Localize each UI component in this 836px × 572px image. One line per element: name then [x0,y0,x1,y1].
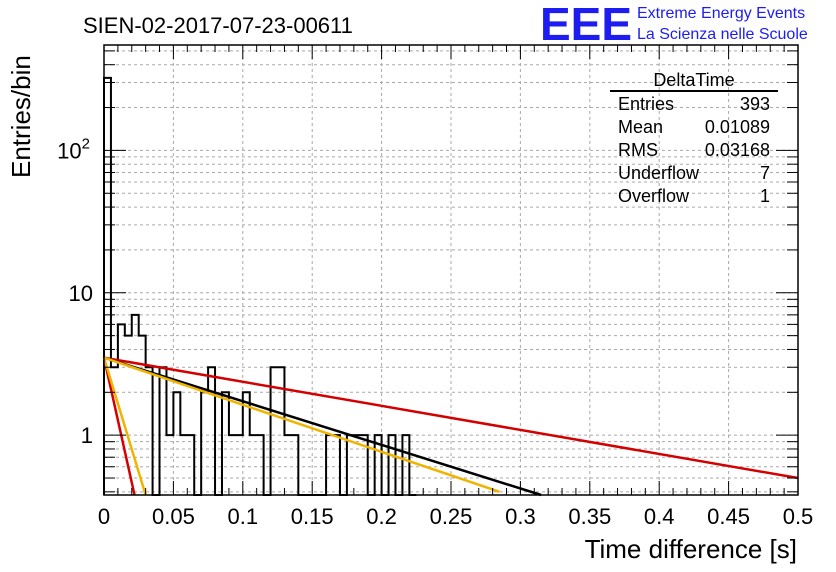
histogram-bin [250,435,257,495]
x-tick-label: 0.15 [291,504,334,529]
x-tick-label: 0.35 [568,504,611,529]
histogram-bin [291,435,298,495]
fit-line [103,356,500,494]
x-tick-label: 0.25 [430,504,473,529]
fit-line [102,357,136,496]
x-tick-label: 0.2 [366,504,397,529]
stats-label: RMS [618,140,658,160]
x-tick-label: 0.1 [228,504,259,529]
y-tick-label: 10 [69,281,93,306]
x-tick-label: 0.45 [707,504,750,529]
histogram-bin [146,367,153,495]
histogram-bin [139,336,146,495]
stats-value: 0.03168 [705,140,770,160]
histogram-bin [201,392,208,495]
histogram-bin [166,435,173,495]
fit-line [102,357,147,496]
stats-value: 7 [760,163,770,183]
histogram-bin [160,367,167,495]
histogram-bin [257,435,264,495]
x-tick-label: 0.3 [505,504,536,529]
histogram-bin [173,392,180,495]
histogram-bin [389,435,396,495]
histogram-outline [103,76,417,496]
y-tick-label: 1 [81,423,93,448]
histogram-bin [104,78,111,495]
x-tick-label: 0.5 [783,504,814,529]
stats-value: 1 [760,186,770,206]
stats-label: Entries [618,94,674,114]
histogram-bin [278,367,285,495]
histogram-bin [222,392,229,495]
fit-lines [102,356,799,497]
histogram-bin [284,435,291,495]
stats-title: DeltaTime [653,70,734,90]
histogram-bin [187,435,194,495]
grid [104,45,798,495]
logo-text: EEE [540,0,632,50]
logo-line2: La Scienza nelle Scuole [637,26,808,43]
histogram-bin [236,435,243,495]
stats-label: Mean [618,117,663,137]
fit-line [103,356,542,497]
x-axis-title: Time difference [s] [585,534,797,564]
stats-value: 393 [740,94,770,114]
histogram-bin [326,435,333,495]
stats-value: 0.01089 [705,117,770,137]
histogram-bin [208,367,215,495]
x-tick-label: 0.05 [152,504,195,529]
histogram-bin [229,435,236,495]
eee-logo: EEE Extreme Energy Events La Scienza nel… [540,0,808,50]
fit-line [103,356,799,480]
y-tick-labels: 1 10 102 [57,135,93,448]
histogram-bin [347,435,354,495]
y-axis-title: Entries/bin [6,55,36,178]
x-tick-label: 0 [98,504,110,529]
stats-label: Overflow [618,186,690,206]
axes [103,44,799,496]
y-tick-label: 102 [57,135,90,163]
histogram [103,76,417,496]
histogram-bin [333,435,340,495]
stats-label: Underflow [618,163,700,183]
chart-title: SIEN-02-2017-07-23-00611 [83,13,353,38]
logo-line1: Extreme Energy Events [637,5,805,22]
stats-box: DeltaTime Entries 393 Mean 0.01089 RMS 0.03168… [610,70,778,206]
x-tick-label: 0.4 [644,504,675,529]
x-tick-labels: 0 0.05 0.1 0.15 0.2 0.25 0.3 0.35 0.4 0.45 0.5 [98,504,813,529]
histogram-bin [402,435,409,495]
histogram-bin [180,435,187,495]
